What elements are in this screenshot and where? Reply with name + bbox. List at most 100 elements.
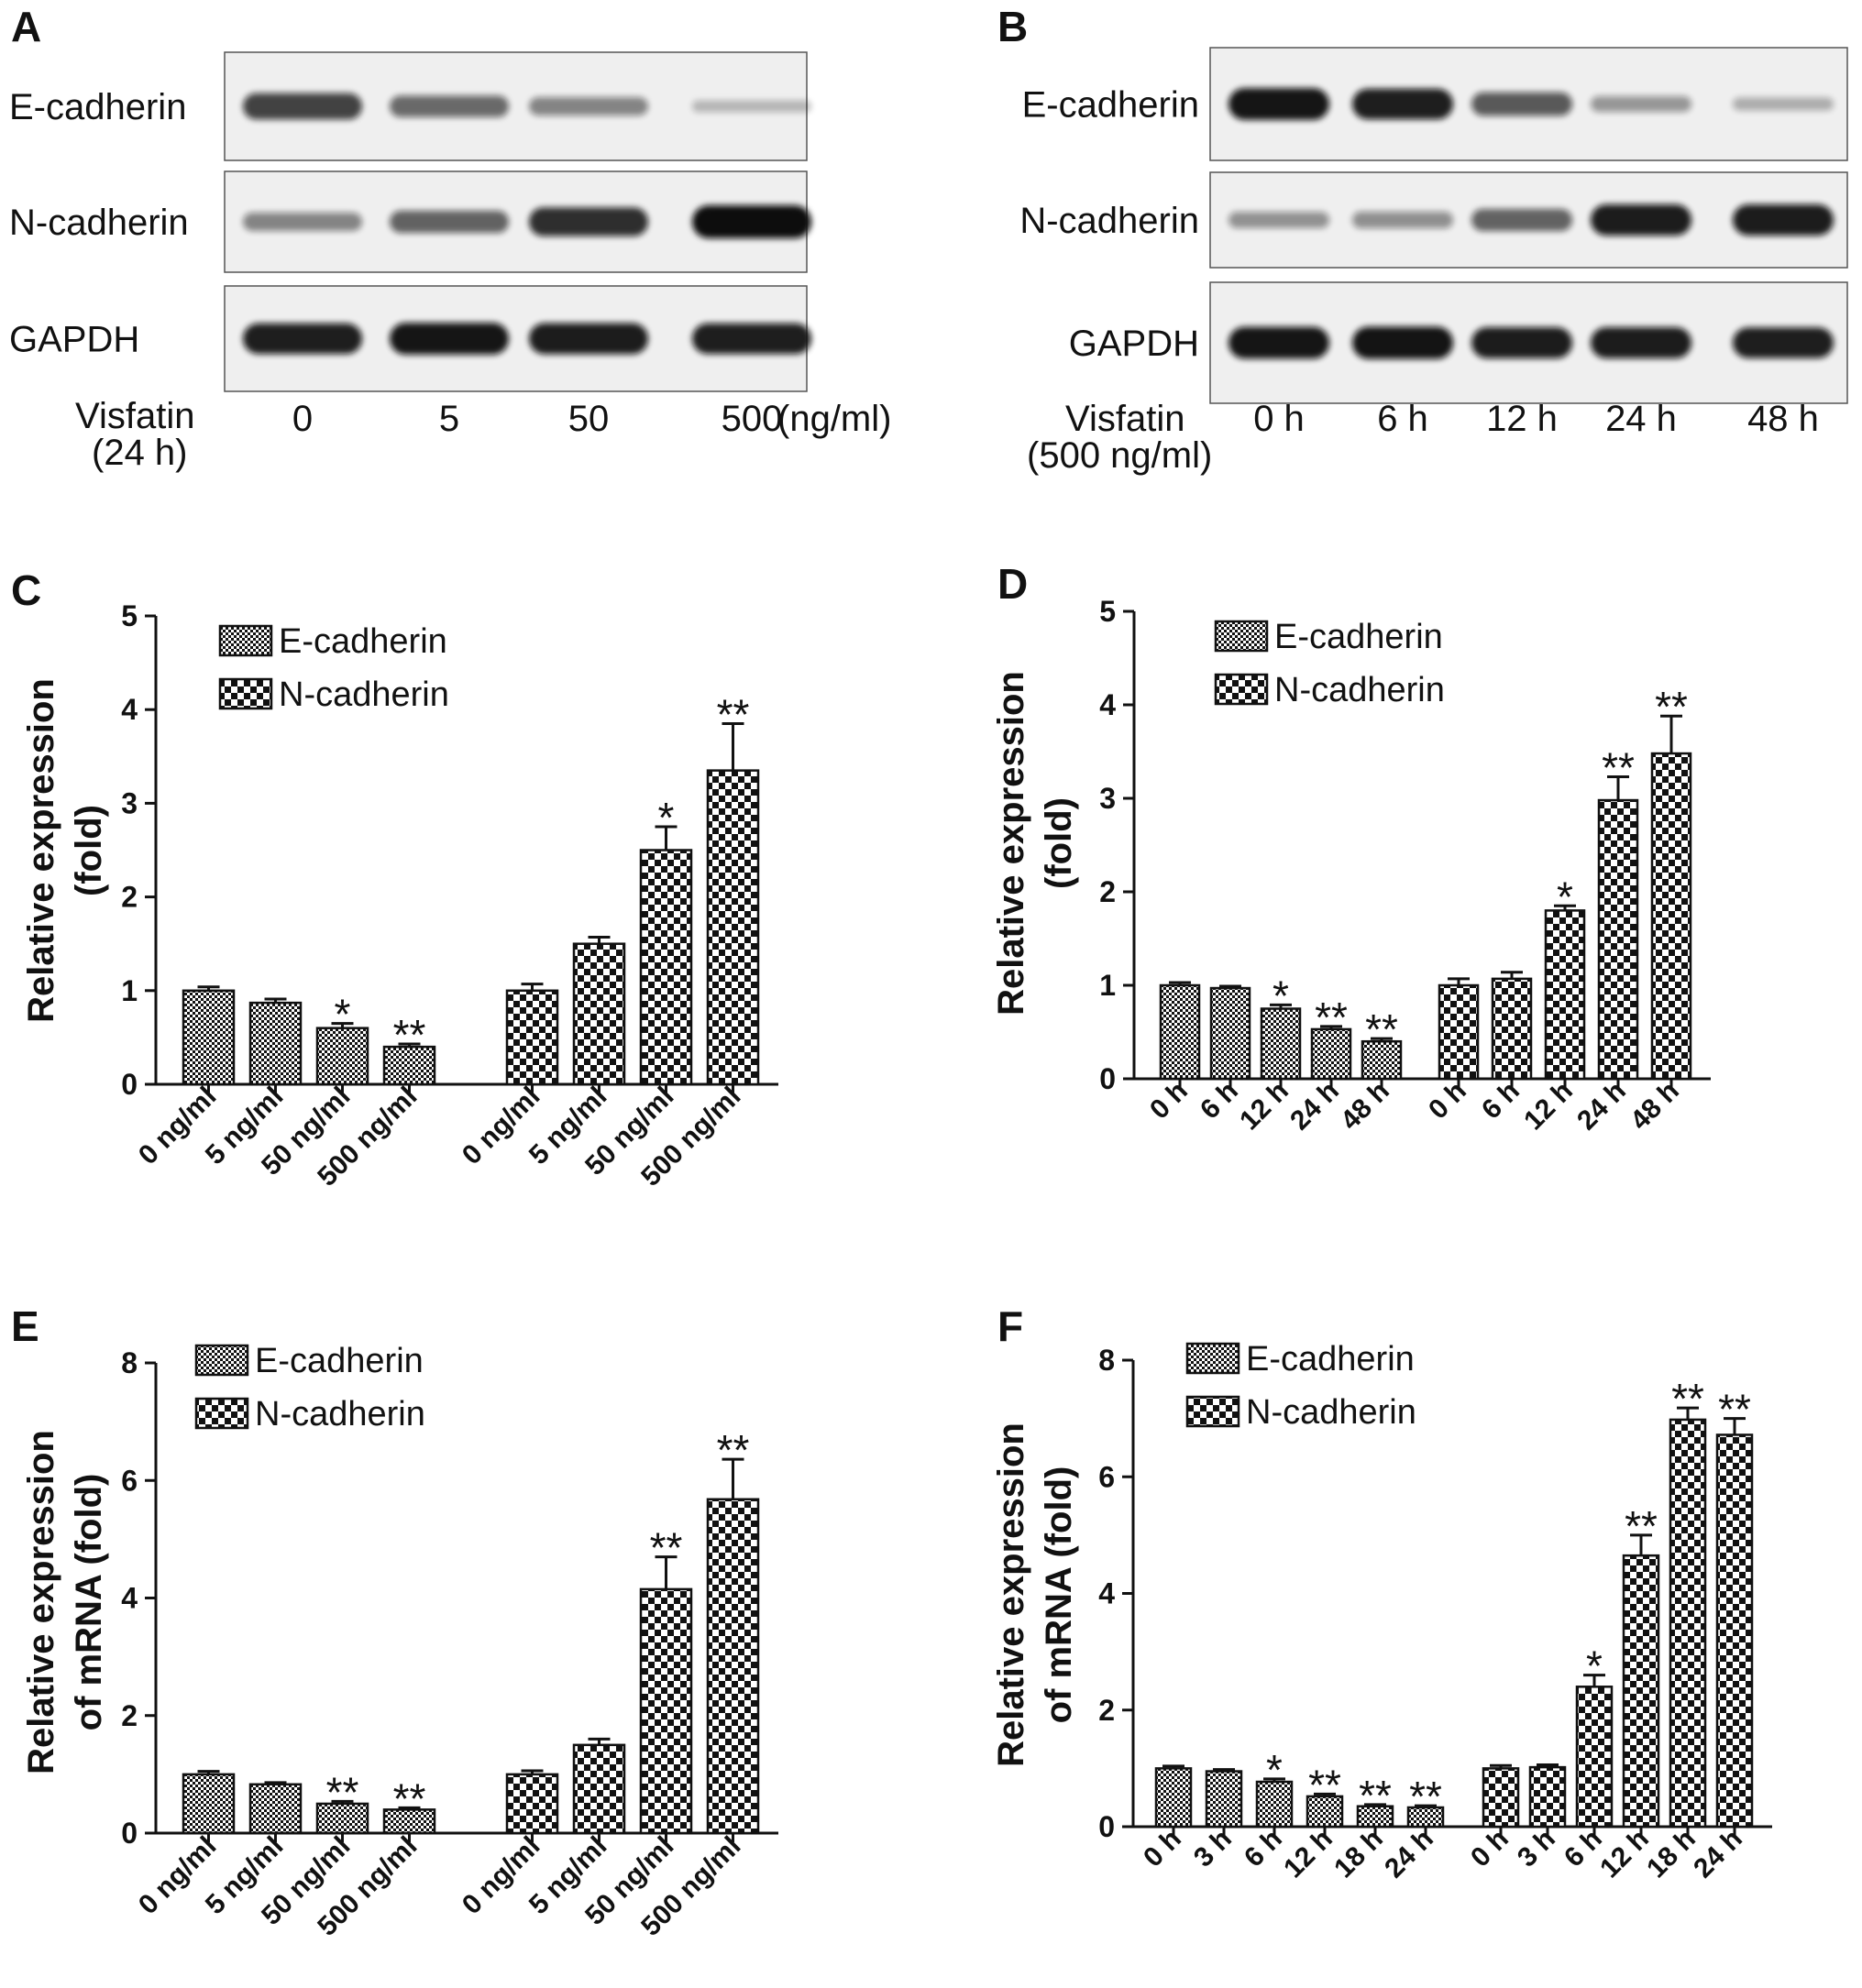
x-tick-label: 48 h (1335, 1076, 1395, 1137)
blot-band (390, 323, 509, 355)
x-tick-label: 24 h (1379, 1824, 1439, 1884)
legend-label: N-cadherin (279, 675, 449, 714)
blot-row-label: GAPDH (1069, 324, 1199, 364)
bar (1438, 983, 1480, 1081)
blot-band (529, 207, 648, 236)
y-tick-label: 0 (121, 1817, 138, 1850)
x-tick-label: 3 h (1188, 1824, 1238, 1873)
y-tick-label: 4 (121, 693, 138, 726)
blot-row-n-cadherin: N-cadherin (9, 170, 811, 273)
lane-label: 500 (722, 399, 783, 439)
x-tick-label: 0 h (1138, 1824, 1187, 1873)
figure-layer: A E-cadherin N-cadherin GAPDH Visfatin (24 h)… (9, 3, 1848, 1942)
blot-band (1228, 88, 1329, 120)
y-tick-label: 0 (1099, 1062, 1116, 1095)
blot-band (243, 93, 362, 120)
y-tick-label: 5 (121, 599, 138, 632)
panel-letter: F (997, 1302, 1023, 1350)
legend-label: N-cadherin (255, 1395, 425, 1433)
blot-band (1733, 97, 1834, 111)
condition-label: (24 h) (92, 433, 188, 473)
legend-swatch-e-cadherin (1214, 620, 1269, 653)
x-tick-label: 18 h (1641, 1824, 1702, 1884)
blot-row-label: N-cadherin (9, 203, 189, 243)
bar-series-e-cadherin: 0 ng/ml5 ng/ml*50 ng/ml**500 ng/ml (133, 985, 436, 1192)
bar (505, 989, 559, 1086)
panel-letter: D (997, 560, 1028, 608)
y-tick-label: 3 (1099, 782, 1116, 815)
blot-band (1733, 327, 1834, 358)
significance-marker: ** (1308, 1761, 1341, 1808)
panel-letter: C (11, 566, 41, 614)
y-tick-label: 1 (1099, 969, 1116, 1002)
x-tick-label: 24 h (1284, 1076, 1345, 1137)
lane-label: 48 h (1747, 399, 1819, 439)
blot-band (692, 323, 811, 355)
bar (1205, 1770, 1243, 1829)
panel-letter: B (997, 3, 1028, 50)
significance-marker: ** (1365, 1005, 1398, 1053)
blot-band (692, 100, 811, 113)
blot-band (1471, 92, 1572, 116)
blot-band (692, 205, 811, 238)
bar (1669, 1418, 1707, 1829)
bar (572, 1743, 626, 1835)
significance-marker: ** (1625, 1502, 1658, 1550)
blot-panel-b: B E-cadherin N-cadherin GAPDH Visfatin(500 n… (997, 3, 1848, 476)
significance-marker: * (335, 991, 351, 1038)
blot-band (1352, 211, 1453, 229)
panel-letter: A (11, 3, 41, 50)
blot-band (1352, 326, 1453, 359)
y-axis-label-line: Relative expression (21, 1430, 61, 1774)
lane-label: 5 (439, 399, 459, 439)
bar-chart-e: E Relative expression of mRNA (fold) 0 2 4 6 8 E… (11, 1302, 778, 1942)
significance-marker: * (1586, 1642, 1603, 1690)
treatment-label: Visfatin (1065, 399, 1184, 439)
bar (248, 1001, 303, 1086)
unit-label: (ng/ml) (777, 399, 891, 439)
blot-band (1228, 212, 1329, 228)
bar-chart-d: D Relative expression (fold) 0 1 2 3 4 5 E-cadher… (991, 560, 1711, 1136)
y-tick-label: 6 (1098, 1460, 1115, 1493)
bar (1491, 977, 1533, 1081)
significance-marker: * (1557, 873, 1573, 920)
lane-label: 0 (292, 399, 313, 439)
blot-row-label: GAPDH (9, 320, 139, 360)
legend-swatch-n-cadherin (194, 1397, 249, 1430)
legend-swatch-n-cadherin (1214, 673, 1269, 706)
bar-chart-c: C Relative expression (fold) 0 1 2 3 4 5 E-cadher… (11, 566, 778, 1192)
y-axis-label-line: (fold) (69, 805, 109, 896)
significance-marker: * (1273, 972, 1289, 1019)
significance-marker: ** (717, 1426, 750, 1474)
bar-series-n-cadherin: 0 h3 h*6 h**12 h**18 h**24 h (1465, 1375, 1754, 1884)
significance-marker: ** (1655, 683, 1688, 730)
y-axis-label: Relative expression of mRNA (fold) (991, 1422, 1079, 1767)
y-tick-label: 2 (1098, 1694, 1115, 1727)
bar (182, 1773, 236, 1835)
y-tick-label: 2 (121, 1699, 138, 1732)
lane-label: 6 h (1377, 399, 1428, 439)
blot-row-label: N-cadherin (1019, 201, 1199, 241)
significance-marker: ** (650, 1524, 683, 1572)
bar (248, 1783, 303, 1835)
y-tick-label: 5 (1099, 595, 1116, 628)
y-tick-label: 8 (121, 1346, 138, 1379)
legend-swatch-n-cadherin (218, 677, 273, 710)
blot-band (390, 95, 509, 117)
y-axis-label-line: Relative expression (991, 1422, 1031, 1767)
x-tick-label: 12 h (1234, 1076, 1295, 1137)
y-tick-label: 1 (121, 974, 138, 1007)
condition-label: (500 ng/ml) (1027, 435, 1212, 476)
y-axis-label-line: Relative expression (21, 678, 61, 1023)
y-axis-label-line: of mRNA (fold) (69, 1474, 109, 1731)
bar (706, 769, 760, 1086)
legend-label: E-cadherin (279, 622, 447, 661)
legend-swatch-e-cadherin (218, 624, 273, 657)
significance-marker: ** (1409, 1773, 1442, 1820)
significance-marker: ** (1671, 1375, 1704, 1422)
y-tick-label: 4 (121, 1582, 138, 1615)
bar (505, 1773, 559, 1835)
bar (182, 989, 236, 1086)
significance-marker: ** (393, 1774, 426, 1822)
